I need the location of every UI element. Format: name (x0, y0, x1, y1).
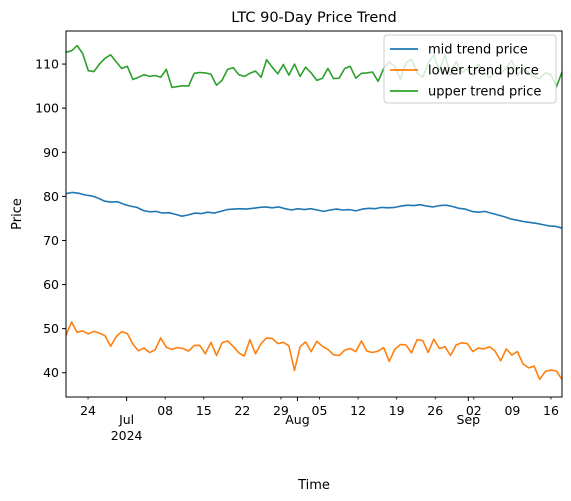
x-tick-label: 15 (196, 403, 212, 418)
x-tick-label: 16 (543, 403, 559, 418)
x-tick-label: 29 (273, 403, 289, 418)
y-tick-label: 70 (43, 233, 59, 248)
x-tick-year-label: 2024 (111, 428, 143, 443)
y-tick-label: 110 (35, 57, 59, 72)
legend-label-2: lower trend price (428, 64, 539, 79)
legend-box (383, 34, 557, 104)
y-tick-label: 90 (43, 145, 59, 160)
x-tick-label: 22 (234, 403, 250, 418)
y-tick-label: 40 (43, 365, 59, 380)
series-line-2 (65, 321, 563, 381)
x-tick-label: 12 (350, 403, 366, 418)
x-tick-month-label: Sep (457, 412, 481, 427)
y-tick-label: 100 (35, 101, 59, 116)
x-tick-label: 09 (504, 403, 520, 418)
x-tick-label: 24 (80, 403, 96, 418)
x-tick-month-label: Aug (285, 412, 309, 427)
legend: mid trend price lower trend price upper tr… (383, 34, 557, 104)
x-axis-title: Time (297, 478, 330, 493)
x-tick-label: 08 (157, 403, 173, 418)
plot-area-frame (65, 30, 563, 398)
x-tick-label: 02 (466, 403, 482, 418)
x-tick-month-label: Jul (118, 412, 134, 427)
series-line-1 (65, 191, 563, 229)
x-tick-label: 19 (389, 403, 405, 418)
y-tick-label: 60 (43, 277, 59, 292)
y-axis: 40 50 60 70 80 90 100 110 (35, 57, 66, 380)
y-tick-label: 80 (43, 189, 59, 204)
y-tick-label: 50 (43, 321, 59, 336)
x-tick-label: 26 (427, 403, 443, 418)
legend-label-3: upper trend price (428, 85, 541, 100)
legend-label-1: mid trend price (428, 43, 528, 58)
y-axis-title: Price (10, 198, 25, 230)
chart-title: LTC 90-Day Price Trend (231, 10, 396, 26)
x-tick-label: 05 (312, 403, 328, 418)
